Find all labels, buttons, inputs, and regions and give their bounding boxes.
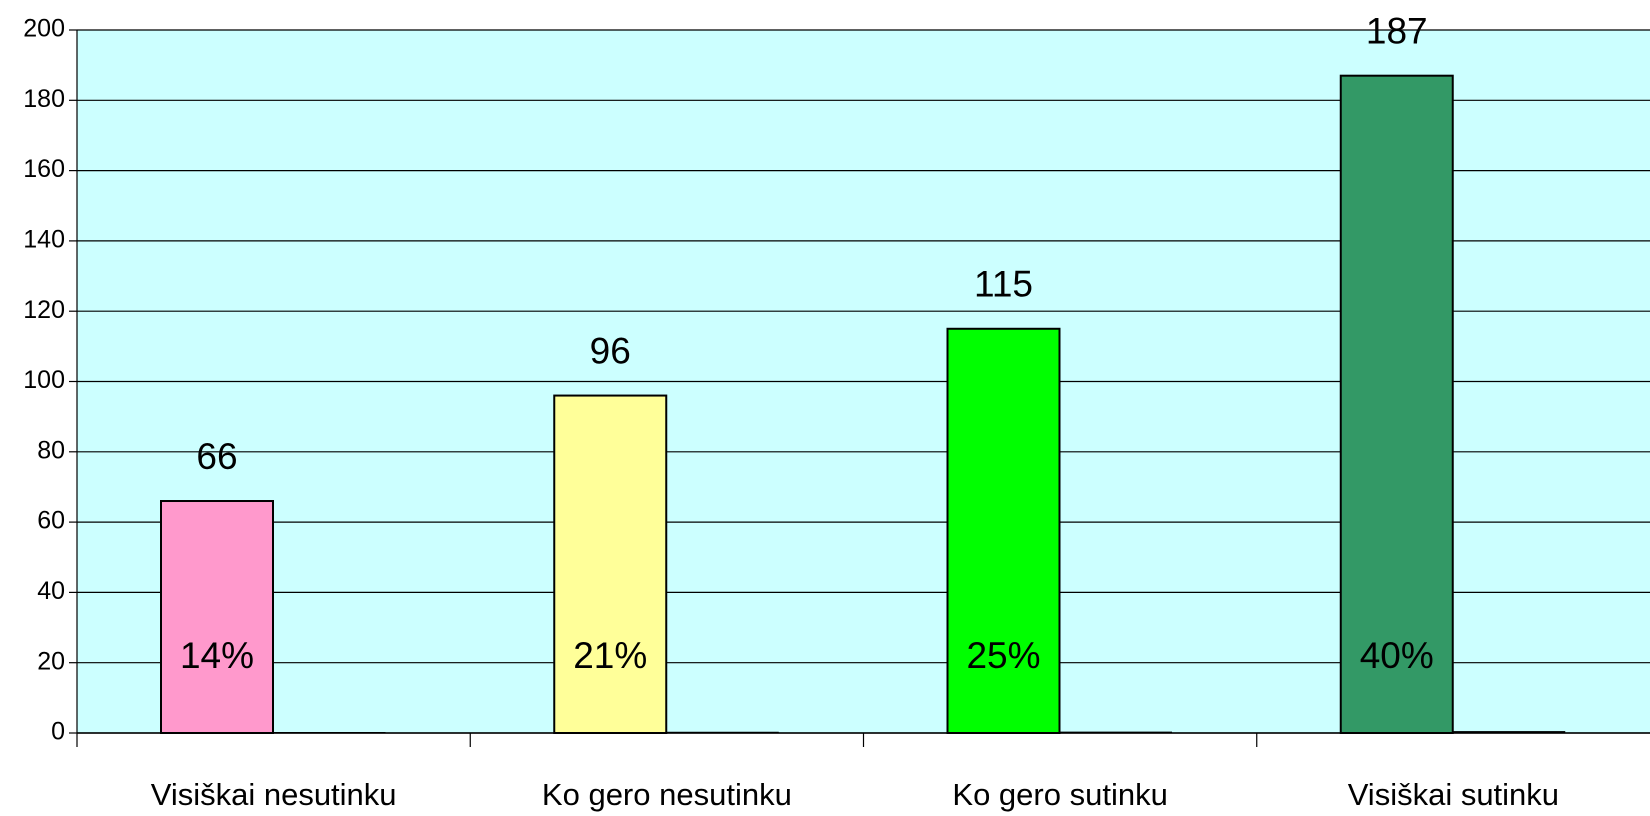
bar [946,327,1061,734]
bar [1339,74,1454,734]
x-tick-label: Visiškai nesutinku [151,777,397,812]
bar [160,500,274,735]
x-tick-label: Visiškai sutinku [1348,777,1559,812]
percent-label: 14% [180,635,254,676]
x-tick-label: Ko gero nesutinku [542,777,792,812]
y-tick-label: 0 [51,718,65,746]
value-label: 115 [974,264,1033,305]
value-label: 66 [196,436,237,477]
percent-label: 40% [1360,635,1434,676]
percent-label: 25% [966,635,1040,676]
y-tick-label: 60 [37,507,65,535]
value-label: 187 [1366,10,1428,51]
y-tick-label: 20 [37,647,65,675]
bar [553,394,668,734]
y-tick-label: 100 [23,366,65,394]
y-tick-label: 120 [23,296,65,324]
y-tick-label: 160 [23,155,65,183]
value-label: 96 [590,330,631,371]
y-tick-label: 80 [37,436,65,464]
x-tick-label: Ko gero sutinku [952,777,1167,812]
y-tick-label: 140 [23,226,65,254]
y-tick-label: 180 [23,85,65,113]
percent-label: 21% [573,635,647,676]
y-tick-label: 200 [23,15,65,43]
y-tick-label: 40 [37,577,65,605]
